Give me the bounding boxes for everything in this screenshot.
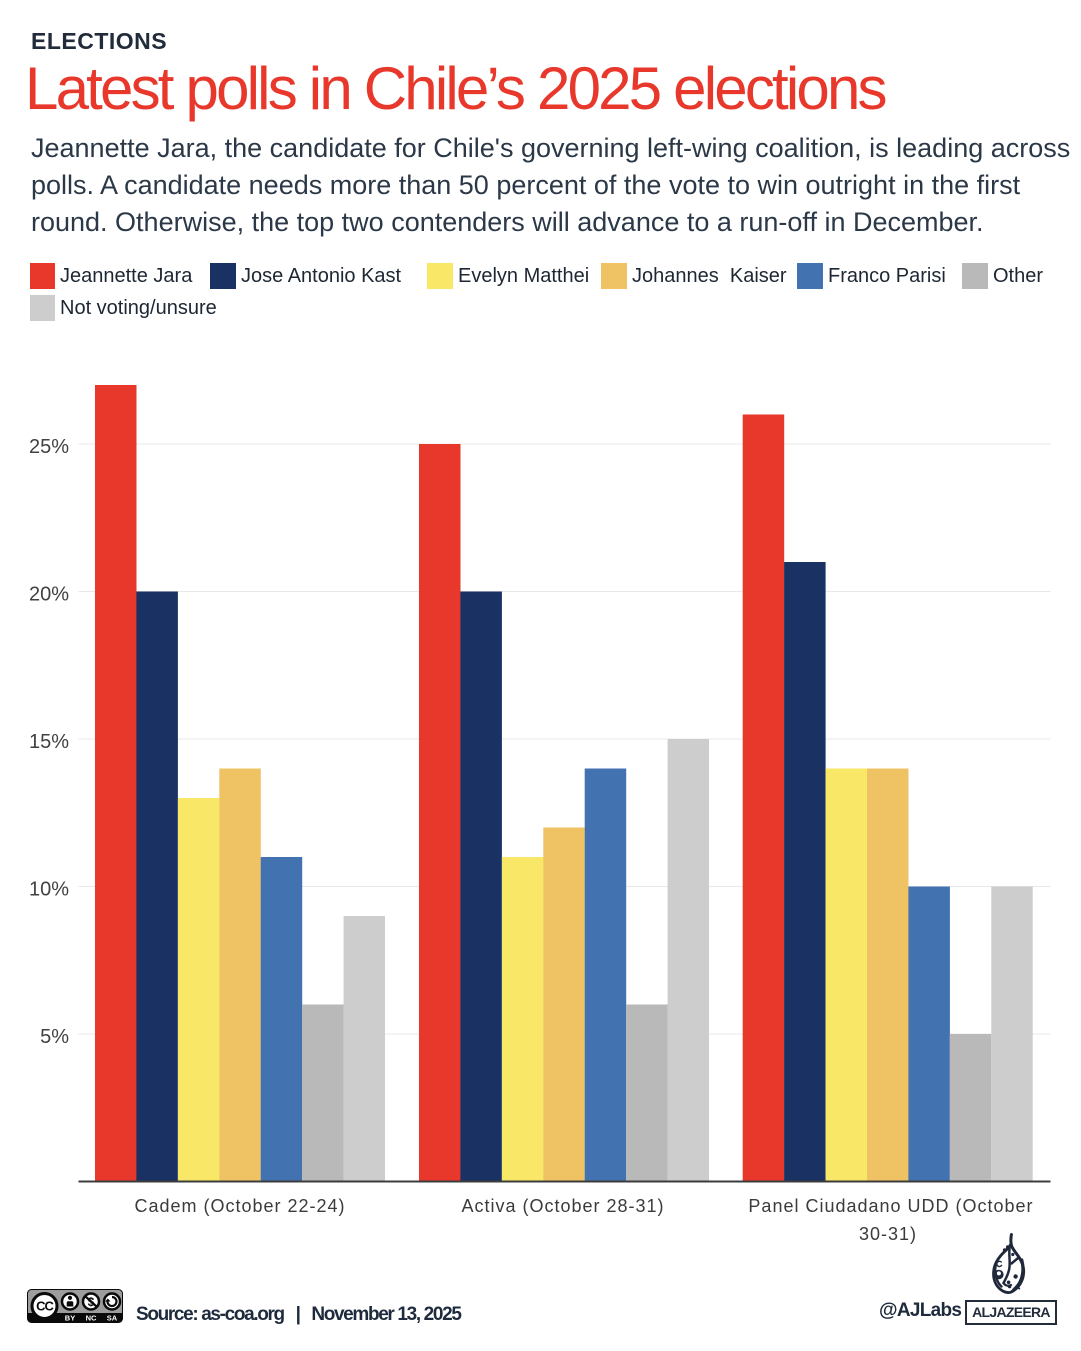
svg-text:Panel Ciudadano UDD (October: Panel Ciudadano UDD (October (748, 1196, 1033, 1216)
svg-text:25%: 25% (29, 436, 69, 458)
svg-text:NC: NC (86, 1314, 97, 1323)
svg-text:BY: BY (65, 1314, 75, 1323)
svg-text:15%: 15% (29, 731, 69, 753)
svg-text:Activa (October 28-31): Activa (October 28-31) (461, 1196, 664, 1216)
svg-text:30-31): 30-31) (859, 1224, 917, 1244)
svg-text:CC: CC (36, 1299, 54, 1314)
svg-text:Cadem (October 22-24): Cadem (October 22-24) (134, 1196, 345, 1216)
svg-text:SA: SA (107, 1314, 118, 1323)
svg-text:5%: 5% (40, 1026, 69, 1048)
svg-text:20%: 20% (29, 584, 69, 606)
svg-text:10%: 10% (29, 879, 69, 901)
